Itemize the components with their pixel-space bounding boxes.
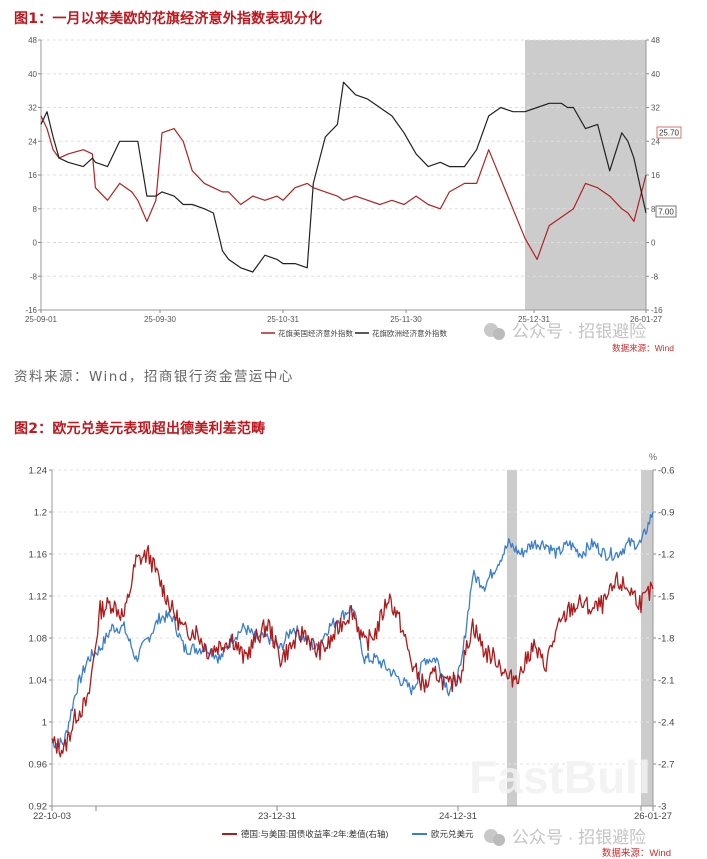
us-end-label: 25.70 bbox=[659, 129, 680, 138]
y2-tick-label: -0.9 bbox=[658, 508, 674, 519]
y2-tick-label: -1.5 bbox=[658, 592, 674, 603]
x-tick-label: 26-01-27 bbox=[630, 315, 663, 324]
eurusd-line bbox=[51, 511, 654, 749]
figure1-title: 图1：一月以来美欧的花旗经济意外指数表现分化 bbox=[14, 11, 323, 27]
y-tick-label: 24 bbox=[28, 137, 37, 146]
watermark-text: 公众号 · 招银避险 bbox=[512, 828, 646, 847]
x-tick-label: 25-10-31 bbox=[267, 315, 300, 324]
legend-label-us: 花旗美国经济意外指数 bbox=[278, 328, 353, 338]
y-tick-label: 0.92 bbox=[29, 802, 48, 813]
y-tick-label: 16 bbox=[28, 171, 37, 180]
y2-tick-label: 16 bbox=[651, 171, 660, 180]
y-tick-label: 1.24 bbox=[29, 466, 48, 477]
y2-tick-label: 40 bbox=[651, 70, 660, 79]
x-tick-label: 25-09-01 bbox=[25, 315, 58, 324]
figure2-title: 图2：欧元兑美元表现超出德美利差范畴 bbox=[14, 421, 266, 437]
wechat-icon-bubble bbox=[493, 328, 505, 340]
y2-tick-label: 48 bbox=[651, 36, 660, 45]
x-tick-label: 24-12-31 bbox=[439, 811, 477, 822]
de-us-spread-line bbox=[51, 544, 654, 758]
y2-tick-label: 0 bbox=[651, 239, 656, 248]
x-tick-label: 23-12-31 bbox=[258, 811, 296, 822]
eu-end-label: 7.00 bbox=[658, 208, 674, 217]
legend-label-spread: 德国:与美国:国债收益率:2年:差值(右轴) bbox=[241, 829, 389, 839]
brand-watermark: FastBull bbox=[469, 751, 650, 803]
y2-tick-label: 24 bbox=[651, 137, 660, 146]
y2-tick-label: -2.1 bbox=[658, 676, 674, 687]
y2-tick-label: -8 bbox=[651, 272, 659, 281]
legend-label-eurusd: 欧元兑美元 bbox=[431, 829, 474, 839]
x-tick-label: 22-10-03 bbox=[33, 811, 71, 822]
y2-tick-label: -16 bbox=[651, 306, 663, 315]
x-tick-label: 25-11-30 bbox=[390, 315, 422, 324]
eu-surprise-line bbox=[40, 81, 647, 273]
y-tick-label: -8 bbox=[30, 272, 38, 281]
x-tick-label: 25-12-31 bbox=[518, 315, 551, 324]
y-tick-label: 40 bbox=[28, 70, 37, 79]
y-tick-label: 0.96 bbox=[29, 760, 48, 771]
us-end-label-box bbox=[656, 126, 682, 139]
legend-label-eu: 花旗欧洲经济意外指数 bbox=[372, 328, 447, 338]
y-tick-label: 1.16 bbox=[29, 550, 48, 561]
y-tick-label: 0 bbox=[33, 239, 38, 248]
source-note: 资料来源：Wind，招商银行资金营运中心 bbox=[14, 369, 294, 385]
data-source-label: 数据来源：Wind bbox=[612, 343, 674, 352]
y2-unit-label: % bbox=[649, 452, 657, 462]
figure1-chart: 484032241680-8-16484032241680-8-1625-09-… bbox=[25, 36, 682, 352]
shaded-period-1 bbox=[507, 470, 517, 806]
eu-end-label-box bbox=[655, 205, 677, 218]
y-tick-label: 1.04 bbox=[29, 676, 48, 687]
data-source-label: 数据来源：Wind bbox=[602, 847, 671, 859]
x-tick-label: 25-09-30 bbox=[144, 315, 177, 324]
watermark-text: 公众号 · 招银避险 bbox=[512, 322, 646, 341]
y2-tick-label: -1.8 bbox=[658, 634, 674, 645]
y2-tick-label: -1.2 bbox=[658, 550, 674, 561]
x-tick-label: 26-01-27 bbox=[634, 811, 672, 822]
wechat-icon-bubble bbox=[493, 834, 505, 846]
y-tick-label: 1.12 bbox=[29, 592, 48, 603]
y-tick-label: 8 bbox=[33, 205, 38, 214]
y2-tick-label: 8 bbox=[651, 205, 656, 214]
y-tick-label: 1.08 bbox=[29, 634, 48, 645]
y-tick-label: 48 bbox=[28, 36, 37, 45]
y2-tick-label: -2.7 bbox=[658, 760, 674, 771]
us-surprise-line bbox=[40, 115, 647, 260]
y-tick-label: 1 bbox=[42, 718, 47, 729]
y2-tick-label: -3 bbox=[658, 802, 666, 813]
y-tick-label: 32 bbox=[28, 104, 37, 113]
y2-tick-label: -0.6 bbox=[658, 466, 674, 477]
y2-tick-label: 32 bbox=[651, 104, 660, 113]
y-tick-label: -16 bbox=[25, 306, 37, 315]
y2-tick-label: -2.4 bbox=[658, 718, 674, 729]
y-tick-label: 1.2 bbox=[34, 508, 47, 519]
